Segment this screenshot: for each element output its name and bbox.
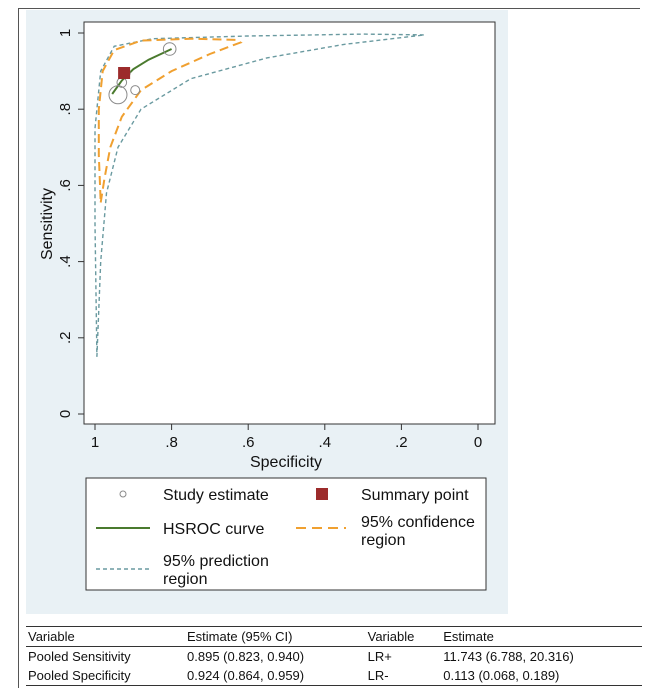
summary-table: Variable Estimate (95% CI) Variable Esti… — [26, 626, 642, 686]
header-estimate: Estimate — [441, 626, 642, 647]
x-tick-label: 1 — [91, 434, 99, 451]
y-tick-label: .6 — [57, 179, 74, 192]
table-row: Pooled Sensitivity 0.895 (0.823, 0.940) … — [26, 647, 642, 667]
y-axis-title: Sensitivity — [39, 188, 56, 260]
legend: Study estimate Summary point HSROC curve… — [85, 477, 487, 591]
legend-summary-label: Summary point — [361, 487, 469, 504]
legend-summary-symbol — [316, 488, 328, 500]
table-cell: Pooled Specificity — [26, 666, 186, 686]
legend-confidence-label-line1: 95% confidence — [361, 514, 475, 531]
x-axis: 1 .8 .6 .4 .2 0 — [91, 424, 482, 451]
table-header-row: Variable Estimate (95% CI) Variable Esti… — [26, 626, 642, 647]
study-estimate-point — [108, 85, 128, 105]
header-variable: Variable — [26, 626, 186, 647]
confidence-region-line — [97, 37, 243, 203]
x-tick-label: .4 — [319, 434, 332, 451]
figure-frame — [18, 8, 640, 688]
table-cell: Pooled Sensitivity — [28, 649, 131, 664]
y-tick-label: .8 — [57, 103, 74, 116]
legend-box — [85, 477, 487, 591]
y-tick-label: .4 — [57, 255, 74, 268]
prediction-region-line — [94, 33, 425, 357]
summary-point — [118, 67, 131, 80]
table-row: Pooled Specificity 0.924 (0.864, 0.959) … — [26, 666, 642, 686]
sroc-chart: 1 .8 .6 .4 .2 0 0 .2 .4 .6 .8 1 Specificity Sensit… — [39, 21, 496, 591]
legend-study-label: Study estimate — [163, 487, 269, 504]
plot-area — [83, 21, 496, 425]
header-variable-2: Variable — [365, 626, 442, 647]
header-estimate-ci: Estimate (95% CI) — [185, 626, 366, 647]
legend-study-symbol — [119, 490, 127, 498]
legend-confidence-label-line2: region — [361, 532, 405, 549]
x-tick-label: .8 — [165, 434, 178, 451]
table-cell: LR+ — [367, 649, 392, 664]
y-axis: 0 .2 .4 .6 .8 1 — [57, 29, 84, 418]
legend-prediction-label-line2: region — [163, 571, 207, 588]
table-cell: 0.895 (0.823, 0.940) — [187, 649, 305, 664]
series-layer — [94, 33, 425, 357]
study-estimate-point — [162, 42, 177, 56]
table-cell: 0.113 (0.068, 0.189) — [441, 666, 642, 686]
x-tick-label: .6 — [242, 434, 255, 451]
y-tick-label: .2 — [57, 332, 74, 345]
y-tick-label: 1 — [57, 29, 74, 37]
legend-prediction-label-line1: 95% prediction — [163, 553, 269, 570]
table-cell: 0.924 (0.864, 0.959) — [185, 666, 366, 686]
x-axis-title: Specificity — [250, 454, 322, 471]
hsroc-curve — [111, 48, 173, 95]
y-tick-label: 0 — [57, 410, 74, 418]
x-tick-label: .2 — [395, 434, 408, 451]
x-tick-label: 0 — [474, 434, 482, 451]
legend-hsroc-label: HSROC curve — [163, 521, 264, 538]
study-estimate-point — [130, 85, 141, 96]
table-cell: 11.743 (6.788, 20.316) — [443, 649, 574, 664]
table-cell: LR- — [365, 666, 442, 686]
